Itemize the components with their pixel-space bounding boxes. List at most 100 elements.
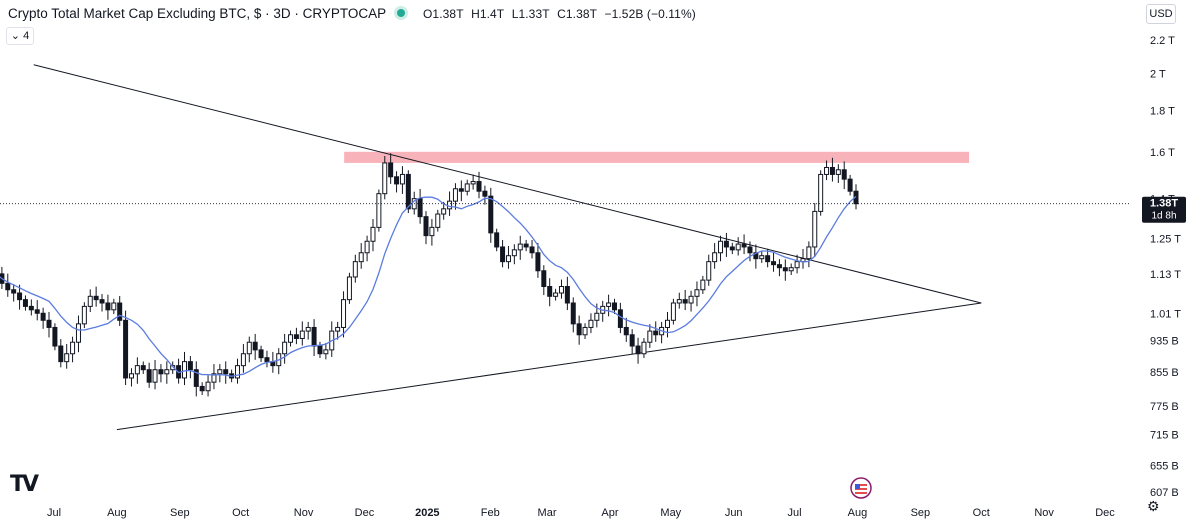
tradingview-logo[interactable]: TV (10, 472, 39, 497)
candle-body (500, 246, 506, 263)
candle-body (199, 385, 205, 392)
candle-body (676, 299, 682, 304)
candle-body (776, 264, 782, 269)
candle-body (382, 162, 388, 195)
candle-body (252, 341, 258, 351)
candle-body (647, 330, 653, 343)
candle-body (541, 270, 547, 288)
y-tick-label: 2.2 T (1150, 35, 1175, 47)
last-price-tag: 1.38T 1d 8h (1142, 196, 1186, 223)
trendline[interactable] (116, 302, 982, 431)
candle-body (293, 334, 299, 339)
x-tick-label: Dec (1095, 507, 1115, 519)
y-tick-label: 775 B (1150, 401, 1179, 413)
time-axis[interactable]: Jul Aug Sep Oct Nov Dec 2025 Feb Mar Apr May Jun Jul… (47, 507, 1115, 519)
x-tick-label: Aug (848, 507, 868, 519)
y-tick-label: 2 T (1150, 68, 1166, 80)
trendline[interactable] (33, 64, 982, 304)
candle-body (22, 299, 28, 307)
candle-body (193, 369, 199, 387)
candle-body (211, 373, 217, 383)
candle-body (99, 299, 105, 304)
candle-body (441, 208, 447, 215)
candle-body (140, 365, 146, 371)
candle-body (723, 240, 729, 248)
bar-countdown: 1d 8h (1151, 211, 1176, 222)
moving-average-line (0, 195, 857, 377)
price-axis[interactable]: 2.2 T2 T1.8 T1.6 T1.4 T1.25 T1.13 T1.01 … (1150, 35, 1181, 499)
x-tick-label: 2025 (415, 507, 439, 519)
candle-body (358, 252, 364, 263)
candle-body (488, 195, 494, 234)
candle-body (688, 295, 694, 304)
candle-body (376, 193, 382, 228)
candle-body (240, 353, 246, 367)
candle-body (729, 246, 735, 251)
candle-body (535, 252, 541, 272)
candle-body (64, 353, 70, 363)
candle-body (117, 302, 123, 321)
candle-body (181, 361, 187, 379)
y-tick-label: 1.8 T (1150, 105, 1175, 117)
candle-body (123, 319, 129, 379)
candle-body (394, 176, 400, 185)
candle-body (529, 246, 535, 254)
x-tick-label: Dec (355, 507, 375, 519)
x-tick-label: Jul (788, 507, 802, 519)
candle-body (835, 169, 841, 175)
x-tick-label: Oct (973, 507, 990, 519)
candle-body (470, 181, 476, 185)
x-tick-label: Mar (538, 507, 557, 519)
y-tick-label: 655 B (1150, 460, 1179, 472)
candle-body (747, 246, 753, 254)
candle-body (128, 373, 134, 379)
candle-body (482, 190, 488, 197)
open-value: O1.38T (423, 7, 464, 21)
high-value: H1.4T (471, 7, 505, 21)
legend-collapse-button[interactable]: ⌄ 4 (6, 27, 34, 45)
y-tick-label: 1.25 T (1150, 233, 1181, 245)
candle-body (629, 334, 635, 347)
currency-button[interactable]: USD (1146, 4, 1176, 24)
change-value: −1.52B (−0.11%) (604, 7, 696, 21)
candle-body (46, 319, 52, 328)
candle-body (464, 183, 470, 192)
candle-body (706, 261, 712, 281)
candle-body (258, 349, 264, 359)
candle-body (282, 341, 288, 355)
candle-body (346, 276, 352, 301)
candle-body (58, 345, 64, 363)
candle-body (405, 173, 411, 210)
candle-body (187, 361, 193, 371)
candle-body (447, 200, 453, 210)
chart-legend: Crypto Total Market Cap Excluding BTC, $… (0, 0, 1130, 28)
ohlc-values: O1.38T H1.4T L1.33T C1.38T −1.52B (−0.11… (423, 7, 700, 21)
trendlines (33, 64, 982, 431)
candle-body (476, 181, 482, 192)
candle-body (264, 357, 270, 363)
candle-body (305, 326, 311, 332)
gear-icon[interactable]: ⚙ (1147, 498, 1160, 514)
y-tick-label: 855 B (1150, 367, 1179, 379)
flag-icon[interactable] (850, 477, 872, 499)
candle-body (588, 319, 594, 328)
symbol-title[interactable]: Crypto Total Market Cap Excluding BTC, $… (8, 6, 387, 21)
candle-body (223, 369, 229, 375)
x-tick-label: Jul (47, 507, 61, 519)
low-value: L1.33T (511, 7, 550, 21)
market-status-dot (397, 9, 405, 17)
candle-body (594, 312, 600, 321)
candle-body (152, 369, 158, 383)
candle-body (452, 188, 458, 202)
candle-body (317, 345, 323, 355)
candle-body (352, 261, 358, 278)
candle-body (523, 243, 529, 248)
y-tick-label: 715 B (1150, 430, 1179, 442)
candle-body (771, 261, 777, 266)
candle-body (570, 302, 576, 325)
x-tick-label: Jun (725, 507, 743, 519)
candle-body (217, 369, 223, 375)
candle-body (341, 299, 347, 328)
candle-body (818, 173, 824, 212)
